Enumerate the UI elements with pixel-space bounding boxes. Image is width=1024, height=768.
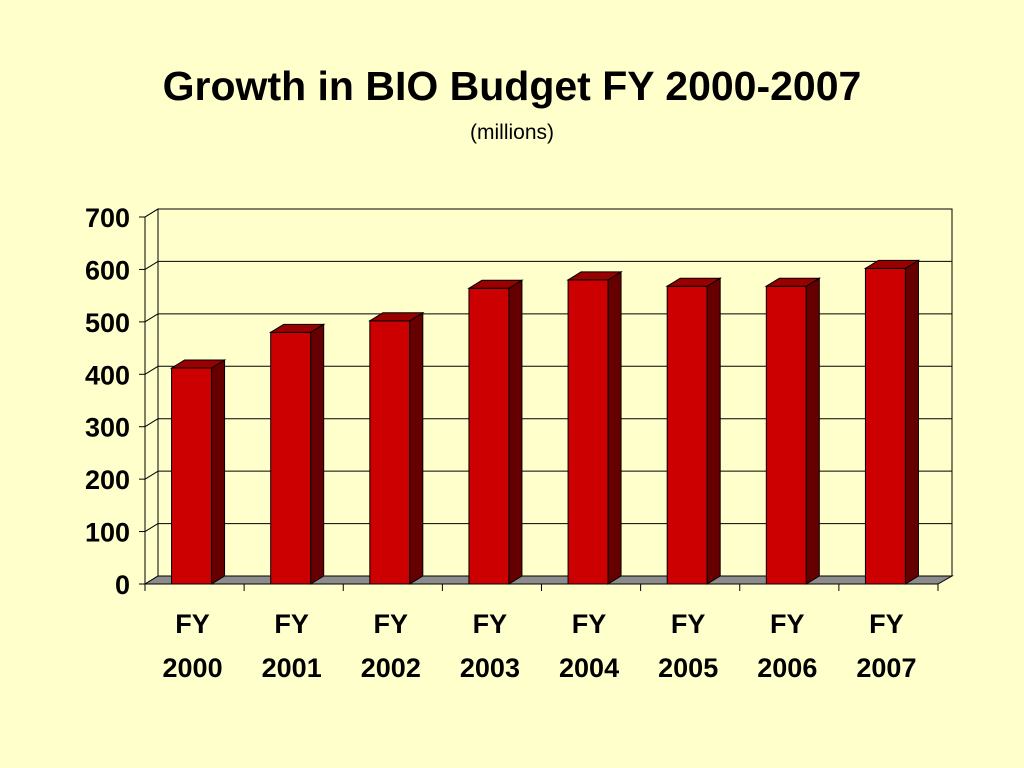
chart-subtitle: (millions) xyxy=(470,121,554,144)
bar-2002 xyxy=(369,320,411,585)
x-tick-label: FY xyxy=(770,609,805,639)
bar-top-2000 xyxy=(169,359,227,369)
bar-top-2004 xyxy=(566,271,623,281)
x-tick-label: FY xyxy=(175,609,210,639)
y-tick-label: 400 xyxy=(85,360,130,390)
bar-2006 xyxy=(765,285,807,585)
x-tick-label: FY xyxy=(572,609,607,639)
bar-side-2001 xyxy=(310,323,325,585)
x-tick-label: FY xyxy=(869,609,904,639)
bar-top-2003 xyxy=(467,279,524,289)
bar-top-2007 xyxy=(863,259,921,269)
gridline-side xyxy=(144,365,159,375)
y-tick-label: 600 xyxy=(85,255,130,285)
bar-side-2004 xyxy=(607,271,622,585)
bar-side-2002 xyxy=(409,311,424,585)
x-tick-label: FY xyxy=(374,609,409,639)
bar-side-2006 xyxy=(805,277,820,585)
x-tick-label: 2002 xyxy=(361,653,421,683)
bar-side-2003 xyxy=(508,279,523,585)
bar-top-2001 xyxy=(268,323,326,333)
bar-top-2006 xyxy=(764,277,822,287)
y-tick-label: 200 xyxy=(85,465,130,495)
gridline-side xyxy=(144,261,159,270)
bar-top-2002 xyxy=(368,312,425,322)
bar-side-2000 xyxy=(211,359,226,585)
gridline-side xyxy=(144,313,159,323)
x-tick-label: FY xyxy=(473,609,508,639)
x-tick-label: 2004 xyxy=(559,653,619,683)
x-tick-label: 2003 xyxy=(460,653,520,683)
x-tick-label: 2000 xyxy=(163,653,223,683)
bar-2005 xyxy=(666,285,708,585)
bar-2007 xyxy=(864,267,906,585)
bar-side-2007 xyxy=(904,259,919,585)
bar-2001 xyxy=(270,331,312,585)
bar-side-2005 xyxy=(706,277,721,585)
chart-floor xyxy=(143,575,954,585)
y-tick-label: 500 xyxy=(85,308,130,338)
x-tick-label: FY xyxy=(671,609,706,639)
gridline-side xyxy=(144,208,159,218)
y-tick-label: 0 xyxy=(115,570,130,600)
gridline-side xyxy=(144,418,159,428)
bar-top-2005 xyxy=(665,277,722,287)
x-tick-label: 2007 xyxy=(856,653,916,683)
x-tick-label: 2001 xyxy=(262,653,322,683)
x-tick-label: 2006 xyxy=(757,653,817,683)
bar-2004 xyxy=(567,279,609,585)
gridline-side xyxy=(144,523,159,532)
gridline-side xyxy=(144,470,159,480)
bar-2003 xyxy=(468,287,510,585)
y-tick-label: 300 xyxy=(85,413,130,443)
y-tick-label: 100 xyxy=(85,518,130,548)
x-tick-label: 2005 xyxy=(658,653,718,683)
x-tick-label: FY xyxy=(274,609,309,639)
bar-2000 xyxy=(171,367,213,585)
chart-title: Growth in BIO Budget FY 2000-2007 xyxy=(162,63,862,109)
y-tick-label: 700 xyxy=(85,203,130,233)
